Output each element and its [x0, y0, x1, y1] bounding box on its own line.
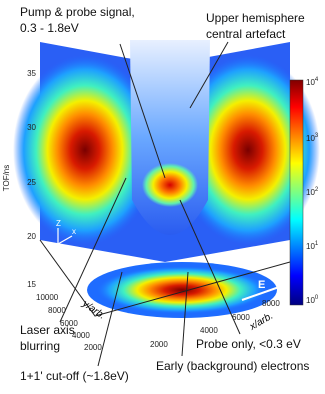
volume [13, 40, 320, 318]
energy-label: E [258, 279, 265, 291]
floor-signal [96, 266, 268, 314]
y-tick-label: 2000 [84, 343, 102, 352]
annotation: Upper hemisphere [206, 11, 305, 25]
x-tick-label: 2000 [150, 340, 168, 349]
annotation: Pump & probe signal, [20, 5, 135, 19]
annotation: Early (background) electrons [156, 359, 309, 373]
annotation: 1+1' cut-off (~1.8eV) [20, 369, 129, 383]
x-tick-label: 6000 [232, 313, 250, 322]
floor-edge [39, 239, 291, 317]
z-tick-label: 35 [27, 69, 36, 78]
energy-arrowhead [276, 284, 286, 292]
inset-z: Z [56, 219, 61, 228]
z-tick-label: 15 [27, 280, 36, 289]
z-tick-label: 20 [27, 232, 36, 241]
leader [119, 43, 166, 179]
y-tick-label: 4000 [72, 331, 90, 340]
z-tick-label: 25 [27, 178, 36, 187]
colorbar-tick: 101 [306, 241, 319, 251]
annotation: Probe only, <0.3 eV [196, 337, 301, 351]
annotation: Laser axis [20, 323, 75, 337]
colorbar-tick: 100 [306, 295, 319, 305]
left-wall-signal [13, 55, 157, 245]
x-tick-label: 4000 [200, 326, 218, 335]
colorbar-tick: 104 [306, 77, 319, 87]
energy-arrow [241, 285, 283, 301]
x-axis-label: x/arb. [247, 311, 275, 334]
annotation: central artefact [206, 27, 286, 41]
y-tick-label: 8000 [48, 306, 66, 315]
annotation: 0.3 - 1.8eV [20, 21, 79, 35]
right-wall-signal [176, 55, 320, 245]
leader [189, 41, 229, 109]
colorbar-tick: 102 [306, 187, 319, 197]
z-axis-label: TOF/ns [2, 165, 11, 192]
y-tick-label: 6000 [60, 319, 78, 328]
central-spot [142, 163, 198, 207]
y-tick-label: 10000 [36, 293, 59, 302]
x-tick-label: 8000 [262, 299, 280, 308]
leader [179, 199, 241, 335]
leader [97, 271, 123, 367]
colorbar [289, 79, 304, 306]
colorbar-tick: 103 [306, 133, 319, 143]
z-tick-label: 30 [27, 123, 36, 132]
annotation: blurring [20, 339, 60, 353]
leader [59, 177, 127, 323]
inset-y: y [66, 257, 70, 266]
orientation-inset [44, 228, 73, 257]
leader [181, 271, 189, 357]
inset-x: x [72, 227, 76, 236]
